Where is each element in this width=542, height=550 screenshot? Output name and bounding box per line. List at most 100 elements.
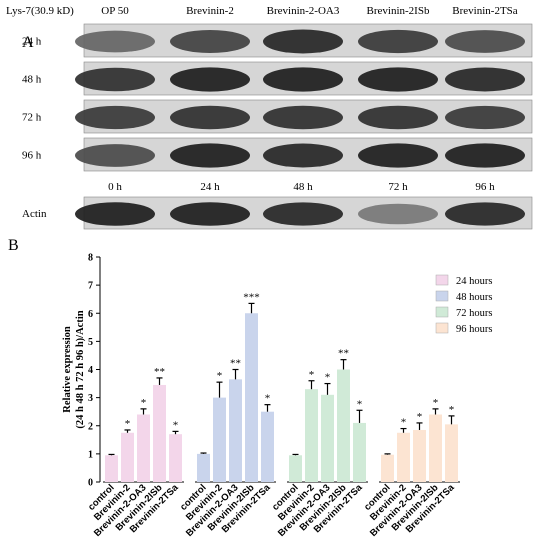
bar: [381, 454, 394, 482]
blot-row: 72 h: [22, 99, 533, 134]
blot-band: [75, 67, 155, 92]
significance-label: **: [338, 348, 349, 360]
significance-label: *: [325, 372, 331, 384]
significance-label: *: [357, 398, 363, 410]
blot-band: [263, 67, 343, 92]
actin-time-label: 48 h: [293, 181, 313, 193]
significance-label: *: [309, 369, 315, 381]
bar: [153, 384, 166, 482]
bar: [429, 414, 442, 482]
legend-label: 96 hours: [456, 324, 492, 335]
bar: [413, 429, 426, 482]
bar: [121, 432, 134, 482]
bar-group: control*Brevinin-2*Brevinin-2-OA3*Brevin…: [362, 397, 460, 539]
blot-row: 48 h: [22, 61, 533, 96]
blot-row-label: 96 h: [22, 150, 42, 162]
y-tick-label: 6: [88, 309, 93, 320]
blot-band: [75, 30, 155, 53]
bar-group: control*Brevinin-2*Brevinin-2-OA3**Brevi…: [86, 366, 184, 539]
y-tick-label: 5: [88, 337, 93, 348]
actin-row: Actin: [22, 196, 533, 230]
significance-label: *: [141, 397, 147, 409]
blot-row-label: 48 h: [22, 74, 42, 86]
blot-band: [75, 105, 155, 130]
bar: [169, 434, 182, 482]
actin-blot: 0 h 24 h 48 h 72 h 96 h Actin: [22, 181, 533, 230]
blot-band: [445, 67, 525, 92]
blot-column-headers: OP 50 Brevinin-2 Brevinin-2-OA3 Brevinin-2I…: [101, 5, 518, 17]
blot-band: [445, 105, 525, 130]
significance-label: **: [230, 358, 241, 370]
significance-label: *: [265, 393, 271, 405]
blot-row: 24 h: [22, 23, 533, 58]
blot-column-header: OP 50: [101, 5, 129, 17]
blot-band: [445, 30, 525, 53]
bar: [353, 422, 366, 482]
blot-band: [75, 144, 155, 167]
blot-column-header: Brevinin-2TSa: [452, 5, 517, 17]
significance-label: *: [449, 404, 455, 416]
bar: [105, 455, 118, 482]
blot-band: [358, 67, 438, 92]
panel-b-letter: B: [8, 237, 19, 254]
actin-time-label: 72 h: [388, 181, 408, 193]
blot-band: [170, 105, 250, 130]
blot-row: 96 h: [22, 137, 533, 172]
significance-label: *: [433, 397, 439, 409]
bar: [137, 414, 150, 482]
legend-swatch: [435, 322, 449, 334]
y-tick-label: 0: [88, 478, 93, 489]
blot-band: [75, 202, 155, 226]
y-tick-label: 4: [88, 365, 93, 376]
blot-column-header: Brevinin-2-OA3: [267, 5, 340, 17]
blot-band: [170, 143, 250, 168]
actin-time-label: 96 h: [475, 181, 495, 193]
bar: [197, 453, 210, 482]
blot-band: [263, 29, 343, 54]
western-blot-panel: Lys-7(30.9 kD) A OP 50 Brevinin-2 Brevinin…: [6, 5, 533, 230]
actin-time-label: 24 h: [200, 181, 220, 193]
y-axis-label: Relative expression: [62, 326, 73, 413]
blot-band: [170, 202, 250, 226]
blot-band: [170, 67, 250, 92]
legend-swatch: [435, 274, 449, 286]
bar-chart-panel: B 0 1 2 3 4 5 6 7 8 Relative expression (24 h 48 h…: [8, 237, 492, 540]
legend-swatch: [435, 306, 449, 318]
bar: [229, 379, 242, 482]
bar-chart: 0 1 2 3 4 5 6 7 8 Relative expression (24 h 48 h 7…: [62, 253, 492, 540]
bar: [213, 397, 226, 482]
y-tick-label: 2: [88, 421, 93, 432]
bar: [337, 369, 350, 482]
blot-band: [263, 105, 343, 130]
bar: [397, 432, 410, 482]
blot-band: [170, 30, 250, 53]
bar-group: control*Brevinin-2**Brevinin-2-OA3***Bre…: [178, 291, 276, 539]
blot-band: [445, 143, 525, 168]
blot-band: [263, 202, 343, 226]
legend-label: 72 hours: [456, 308, 492, 319]
bar: [445, 424, 458, 482]
blot-band: [358, 203, 438, 225]
significance-label: ***: [243, 291, 260, 303]
significance-label: *: [217, 370, 223, 382]
bar: [261, 411, 274, 482]
bar: [321, 394, 334, 482]
bar: [245, 313, 258, 482]
y-tick-label: 1: [88, 449, 93, 460]
blot-row-label: 24 h: [22, 36, 42, 48]
blot-row-label: 72 h: [22, 112, 42, 124]
blot-band: [445, 202, 525, 226]
significance-label: *: [401, 417, 407, 429]
bar: [289, 455, 302, 482]
bar-group: control*Brevinin-2*Brevinin-2-OA3**Brevi…: [270, 348, 368, 539]
y-tick-label: 7: [88, 281, 93, 292]
blot-band: [358, 29, 438, 54]
legend-swatch: [435, 290, 449, 302]
bar: [305, 389, 318, 482]
blot-band: [358, 105, 438, 130]
significance-label: *: [173, 419, 179, 431]
blot-column-header: Brevinin-2ISb: [367, 5, 430, 17]
actin-row-label: Actin: [22, 208, 47, 220]
legend: 24 hours 48 hours 72 hours 96 hours: [435, 274, 492, 335]
significance-label: *: [417, 411, 423, 423]
